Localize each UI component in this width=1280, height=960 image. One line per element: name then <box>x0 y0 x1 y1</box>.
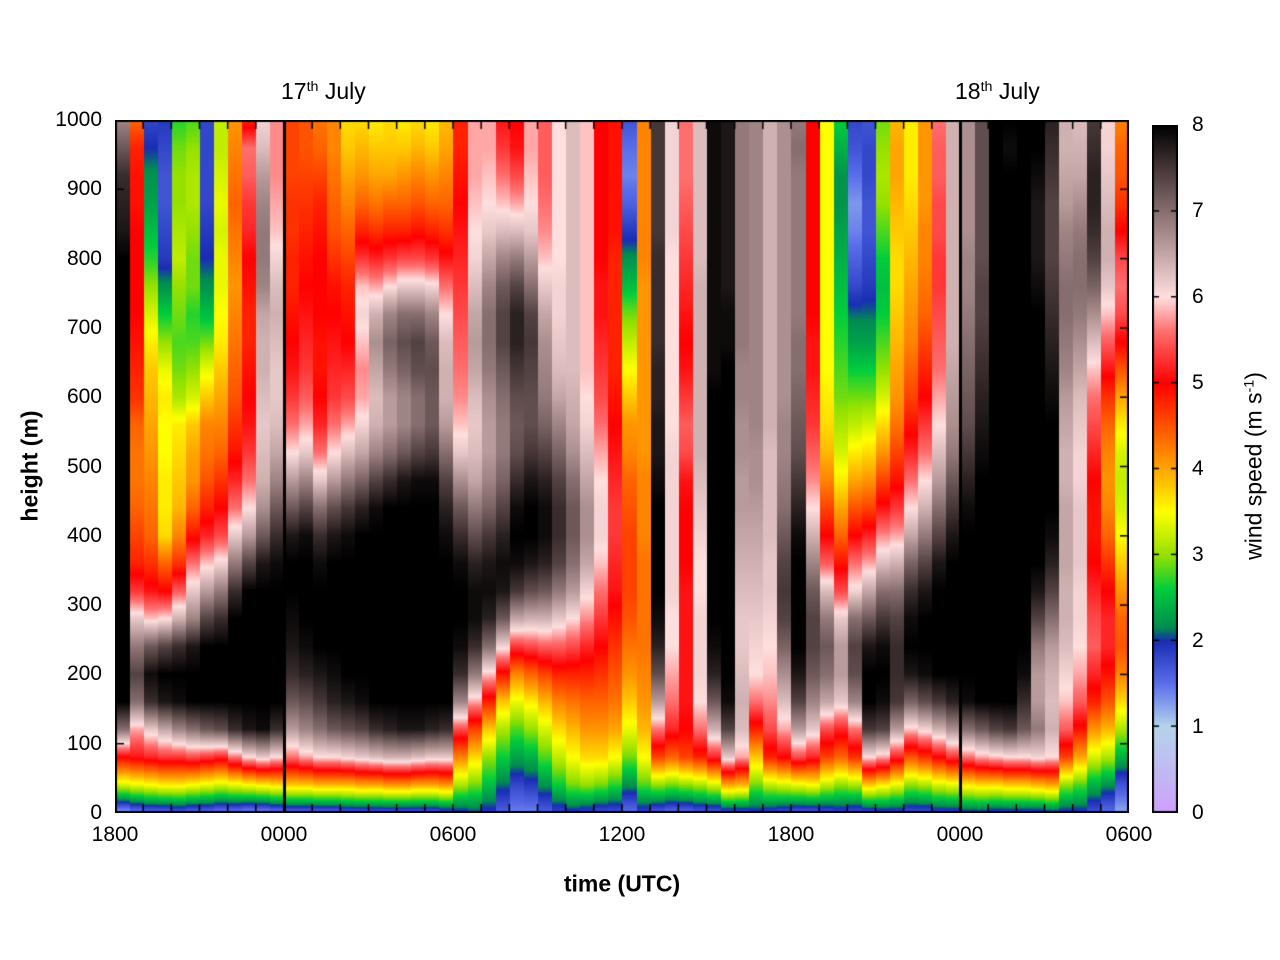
colorbar-title-superscript: -1 <box>1241 379 1258 393</box>
annotation-day2-number: 18 <box>955 78 981 104</box>
y-tick-label: 600 <box>66 385 102 409</box>
y-tick-label: 0 <box>90 801 102 824</box>
y-tick-label: 800 <box>66 246 102 270</box>
y-tick-label: 700 <box>66 315 102 339</box>
y-tick-label: 400 <box>66 523 102 547</box>
annotation-day1: 17th July <box>281 78 366 105</box>
annotation-day2-month: July <box>992 78 1040 104</box>
x-tick-label: 1800 <box>91 823 139 846</box>
colorbar-tick-label: 7 <box>1192 199 1204 222</box>
x-axis-title: time (UTC) <box>563 870 681 897</box>
x-tick-label: 0600 <box>429 823 477 846</box>
colorbar-title-suffix: ) <box>1240 372 1267 380</box>
x-tick-label: 1200 <box>598 823 646 846</box>
y-tick-label: 100 <box>66 731 102 755</box>
y-tick-label: 1000 <box>55 108 102 131</box>
annotation-day1-month: July <box>318 78 366 104</box>
y-tick-label: 300 <box>66 593 102 617</box>
colorbar-tick-label: 5 <box>1192 371 1204 394</box>
annotation-day2-superscript: th <box>980 79 993 96</box>
y-tick-label: 200 <box>66 662 102 686</box>
x-tick-label: 0600 <box>1105 823 1153 846</box>
colorbar <box>1152 125 1178 813</box>
x-tick-label: 1800 <box>767 823 815 846</box>
annotation-day2: 18th July <box>955 78 1040 105</box>
colorbar-tick-label: 0 <box>1192 801 1204 824</box>
y-tick-label: 500 <box>66 454 102 478</box>
colorbar-tick-label: 3 <box>1192 543 1204 566</box>
y-tick-label: 900 <box>66 177 102 201</box>
colorbar-title: wind speed (m s-1) <box>1241 372 1268 560</box>
colorbar-tick-label: 8 <box>1192 113 1204 136</box>
colorbar-title-prefix: wind speed (m s <box>1240 392 1267 560</box>
annotation-day1-number: 17 <box>281 78 307 104</box>
annotation-day1-superscript: th <box>306 79 319 96</box>
x-tick-label: 0000 <box>260 823 308 846</box>
colorbar-tick-label: 1 <box>1192 715 1204 738</box>
heatmap-plot-area <box>115 120 1129 813</box>
colorbar-tick-label: 4 <box>1192 457 1204 480</box>
x-tick-label: 0000 <box>936 823 984 846</box>
colorbar-tick-label: 6 <box>1192 285 1204 308</box>
colorbar-tick-label: 2 <box>1192 629 1204 652</box>
